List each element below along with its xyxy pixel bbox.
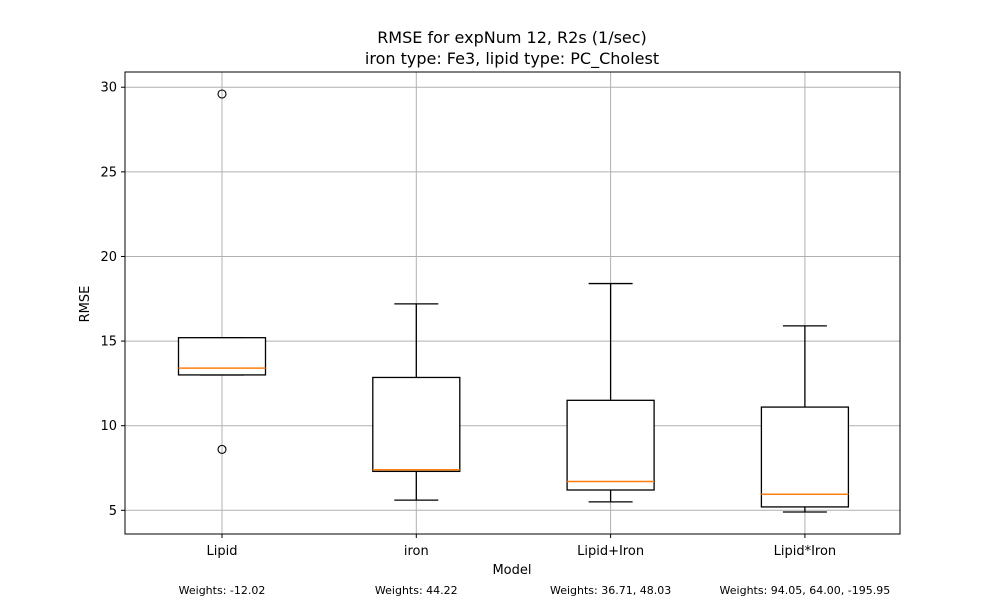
weights-annotation: Weights: -12.02 [179, 584, 266, 597]
weights-annotation: Weights: 36.71, 48.03 [550, 584, 671, 597]
weights-annotation: Weights: 44.22 [375, 584, 458, 597]
x-axis-ticks: Lipid iron Lipid+Iron Lipid*Iron [207, 534, 837, 559]
weights-annotation: Weights: 94.05, 64.00, -195.95 [720, 584, 891, 597]
iqr-box [177, 337, 267, 376]
chart-title-line-1: RMSE for expNum 12, R2s (1/sec) [377, 28, 647, 47]
x-tick-label: iron [404, 544, 429, 559]
x-axis-label: Model [492, 563, 531, 578]
x-tick-label: Lipid [207, 544, 238, 559]
y-axis-label: RMSE [78, 286, 93, 323]
y-tick-label: 30 [100, 81, 117, 96]
iqr-box [760, 406, 850, 508]
iqr-box [566, 399, 655, 491]
plot-area-frame [124, 71, 901, 535]
x-tick-label: Lipid*Iron [774, 544, 837, 559]
outlier-point [217, 89, 227, 99]
box-group [760, 325, 850, 513]
boxes [177, 89, 850, 513]
y-tick-label: 15 [100, 335, 117, 350]
weights-annotations: Weights: -12.02 Weights: 44.22 Weights: 36… [179, 584, 891, 597]
box-group [566, 282, 655, 503]
y-axis-ticks: 5 10 15 20 25 30 [100, 81, 125, 519]
x-tick-label: Lipid+Iron [577, 544, 644, 559]
iqr-box [372, 376, 461, 473]
y-tick-label: 5 [109, 504, 117, 519]
box-group [177, 89, 267, 454]
y-tick-label: 25 [100, 165, 117, 180]
y-tick-label: 20 [100, 250, 117, 265]
box-group [372, 303, 461, 501]
chart-title-line-2: iron type: Fe3, lipid type: PC_Cholest [365, 49, 659, 69]
outlier-point [217, 444, 227, 454]
y-tick-label: 10 [100, 419, 117, 434]
